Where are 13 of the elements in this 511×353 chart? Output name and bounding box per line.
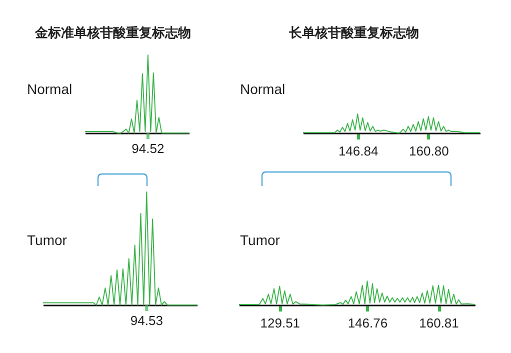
- text: 94.53: [130, 313, 163, 328]
- annotation: Tumor: [27, 232, 68, 248]
- text: Normal: [240, 81, 286, 97]
- x-tick-label: 160.80: [409, 144, 449, 158]
- chart-title: 长单核苷酸重复标志物: [288, 25, 419, 40]
- x-tick-label: 129.51: [260, 316, 300, 330]
- text: Tumor: [240, 232, 280, 248]
- chart-title: 金标准单核苷酸重复标志物: [34, 25, 191, 40]
- text: 94.52: [132, 141, 164, 156]
- x-tick-label: 160.81: [419, 316, 459, 330]
- x-tick-label: 146.84: [338, 144, 378, 158]
- text: Normal: [27, 81, 72, 97]
- x-tick-label: 146.76: [348, 316, 388, 330]
